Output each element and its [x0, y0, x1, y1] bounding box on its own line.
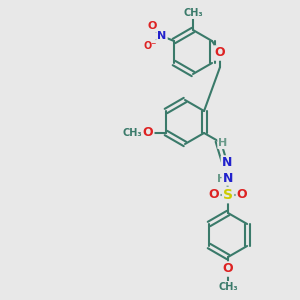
Text: CH₃: CH₃ — [122, 128, 142, 138]
Text: O: O — [223, 262, 233, 275]
Text: O: O — [237, 188, 248, 202]
Text: N: N — [222, 157, 232, 169]
Text: CH₃: CH₃ — [183, 8, 203, 18]
Text: O: O — [142, 127, 153, 140]
Text: H: H — [218, 138, 228, 148]
Text: H: H — [218, 174, 227, 184]
Text: N: N — [223, 172, 233, 184]
Text: O: O — [209, 188, 219, 202]
Text: S: S — [223, 188, 233, 202]
Text: O: O — [147, 21, 157, 31]
Text: O⁻: O⁻ — [143, 41, 157, 51]
Text: N: N — [157, 31, 167, 41]
Text: CH₃: CH₃ — [218, 282, 238, 292]
Text: O: O — [215, 46, 225, 59]
